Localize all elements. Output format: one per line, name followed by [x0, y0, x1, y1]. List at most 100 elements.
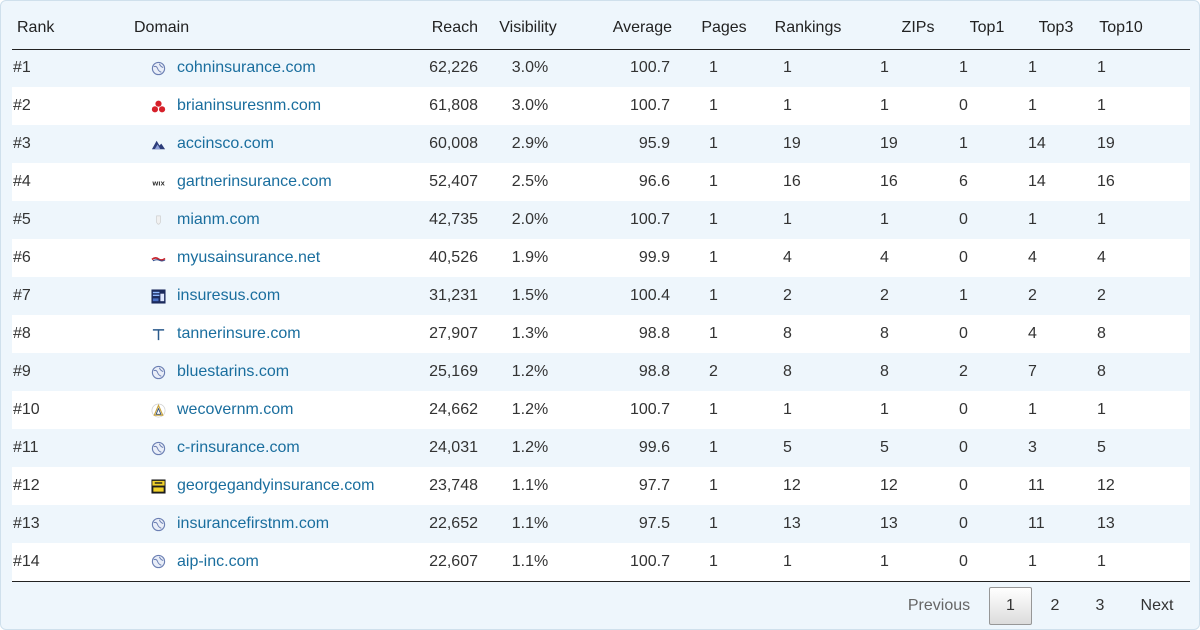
pages-cell: 1	[709, 287, 718, 304]
top10-cell: 19	[1097, 135, 1115, 152]
domain-link[interactable]: brianinsuresnm.com	[177, 97, 322, 114]
average-cell: 99.6	[638, 439, 670, 456]
top3-cell: 2	[1028, 287, 1037, 304]
state-farm-logo-icon	[151, 99, 166, 114]
domain-link[interactable]: georgegandyinsurance.com	[177, 477, 375, 494]
table-row: #14 aip-inc.com 22,607 1.1% 100.7 1 1 1 0 1 1	[12, 543, 1190, 582]
reach-cell: 24,662	[429, 401, 478, 418]
domain-link[interactable]: bluestarins.com	[177, 363, 290, 380]
rank-cell: #5	[13, 211, 31, 228]
domain-link[interactable]: cohninsurance.com	[177, 59, 316, 77]
top10-cell: 1	[1097, 401, 1106, 418]
top1-cell: 1	[959, 135, 968, 152]
rankings-cell: 1	[783, 59, 792, 77]
col-header-average[interactable]: Average	[574, 8, 680, 50]
col-header-pages[interactable]: Pages	[680, 8, 768, 50]
average-cell: 100.7	[629, 211, 670, 228]
table-row: #2 brianinsuresnm.com 61,808 3.0% 100.7 1 1 1 0 1…	[12, 87, 1190, 125]
top10-cell: 1	[1097, 59, 1106, 77]
col-header-visibility[interactable]: Visibility	[482, 8, 574, 50]
average-cell: 96.6	[638, 173, 670, 190]
reach-cell: 23,748	[429, 477, 478, 494]
domain-link[interactable]: gartnerinsurance.com	[177, 173, 332, 190]
table-row: #5 mianm.com 42,735 2.0% 100.7 1 1 1 0 1 1	[12, 201, 1190, 239]
domain-rankings-table: Rank Domain Reach Visibility Average Pag…	[12, 8, 1190, 582]
top3-cell: 14	[1028, 135, 1046, 152]
domain-cell: brianinsuresnm.com	[72, 87, 390, 125]
domain-link[interactable]: myusainsurance.net	[177, 249, 321, 266]
domain-cell: bluestarins.com	[72, 353, 390, 391]
domain-link[interactable]: c-rinsurance.com	[177, 439, 300, 456]
table-row: #12 georgegandyinsurance.com 23,748 1.1% 97.…	[12, 467, 1190, 505]
average-cell: 95.9	[638, 135, 670, 152]
pages-cell: 1	[709, 477, 718, 494]
domain-link[interactable]: tannerinsure.com	[177, 325, 301, 342]
col-header-domain[interactable]: Domain	[72, 8, 390, 50]
rank-cell: #13	[13, 515, 40, 532]
domain-link[interactable]: aip-inc.com	[177, 552, 259, 570]
top3-cell: 4	[1028, 249, 1037, 266]
col-header-zips[interactable]: ZIPs	[868, 8, 946, 50]
average-cell: 98.8	[638, 363, 670, 380]
domain-link[interactable]: mianm.com	[177, 211, 260, 228]
reach-cell: 27,907	[429, 325, 478, 342]
reach-cell: 31,231	[429, 287, 478, 304]
reach-cell: 52,407	[429, 173, 478, 190]
domain-cell: tannerinsure.com	[72, 315, 390, 353]
rank-cell: #11	[13, 439, 39, 456]
visibility-cell: 1.3%	[511, 325, 549, 342]
top1-cell: 0	[959, 325, 968, 342]
col-header-top3[interactable]: Top3	[1022, 8, 1090, 50]
col-header-reach[interactable]: Reach	[390, 8, 482, 50]
next-page-button[interactable]: Next	[1140, 597, 1174, 614]
top10-cell: 16	[1097, 173, 1115, 190]
domain-link[interactable]: insurancefirstnm.com	[177, 515, 330, 532]
pages-cell: 1	[709, 173, 718, 190]
top1-cell: 1	[959, 287, 968, 304]
top3-cell: 1	[1028, 211, 1037, 228]
rankings-cell: 1	[783, 97, 792, 114]
domain-cell: mianm.com	[72, 201, 390, 239]
rankings-cell: 8	[783, 363, 792, 380]
pages-cell: 1	[709, 325, 718, 342]
domain-cell: wecovernm.com	[72, 391, 390, 429]
top1-cell: 0	[959, 97, 968, 114]
visibility-cell: 1.1%	[511, 477, 549, 494]
domain-link[interactable]: wecovernm.com	[177, 401, 294, 418]
col-header-top10[interactable]: Top10	[1090, 8, 1190, 50]
domain-cell: WIX gartnerinsurance.com	[72, 163, 390, 201]
top1-cell: 0	[959, 249, 968, 266]
average-cell: 100.4	[629, 287, 670, 304]
domain-cell: aip-inc.com	[72, 543, 390, 582]
top3-cell: 11	[1028, 515, 1045, 532]
page-1-button[interactable]: 1	[989, 587, 1032, 625]
table-row: #4 WIX gartnerinsurance.com 52,407 2.5% 96.6 1…	[12, 163, 1190, 201]
svg-text:WIX: WIX	[152, 181, 165, 187]
previous-page-button[interactable]: Previous	[907, 597, 971, 614]
top1-cell: 0	[959, 439, 968, 456]
flag-swoosh-icon	[151, 251, 166, 266]
pagination: Previous 1 2 3 Next	[1, 587, 1200, 627]
domain-link[interactable]: accinsco.com	[177, 135, 274, 152]
col-header-rankings[interactable]: Rankings	[768, 8, 868, 50]
table-row: #10 wecovernm.com 24,662 1.2% 100.7 1 1 1 0 1 1	[12, 391, 1190, 429]
rankings-cell: 4	[783, 249, 792, 266]
visibility-cell: 1.1%	[482, 543, 574, 582]
rankings-cell: 13	[783, 515, 801, 532]
rank-cell: #7	[13, 287, 31, 304]
domain-link[interactable]: insuresus.com	[177, 287, 281, 304]
top10-cell: 1	[1097, 211, 1106, 228]
zips-cell: 2	[880, 287, 889, 304]
visibility-cell: 1.1%	[511, 515, 549, 532]
col-header-rank[interactable]: Rank	[12, 8, 72, 50]
visibility-cell: 1.2%	[511, 439, 549, 456]
zips-cell: 5	[880, 439, 889, 456]
col-header-top1[interactable]: Top1	[946, 8, 1022, 50]
rankings-cell: 19	[783, 135, 801, 152]
page-2-button[interactable]: 2	[1050, 597, 1060, 614]
top3-cell: 3	[1028, 439, 1037, 456]
visibility-cell: 2.9%	[511, 135, 549, 152]
rankings-cell: 16	[783, 173, 801, 190]
domain-cell: insuresus.com	[72, 277, 390, 315]
page-3-button[interactable]: 3	[1095, 597, 1105, 614]
